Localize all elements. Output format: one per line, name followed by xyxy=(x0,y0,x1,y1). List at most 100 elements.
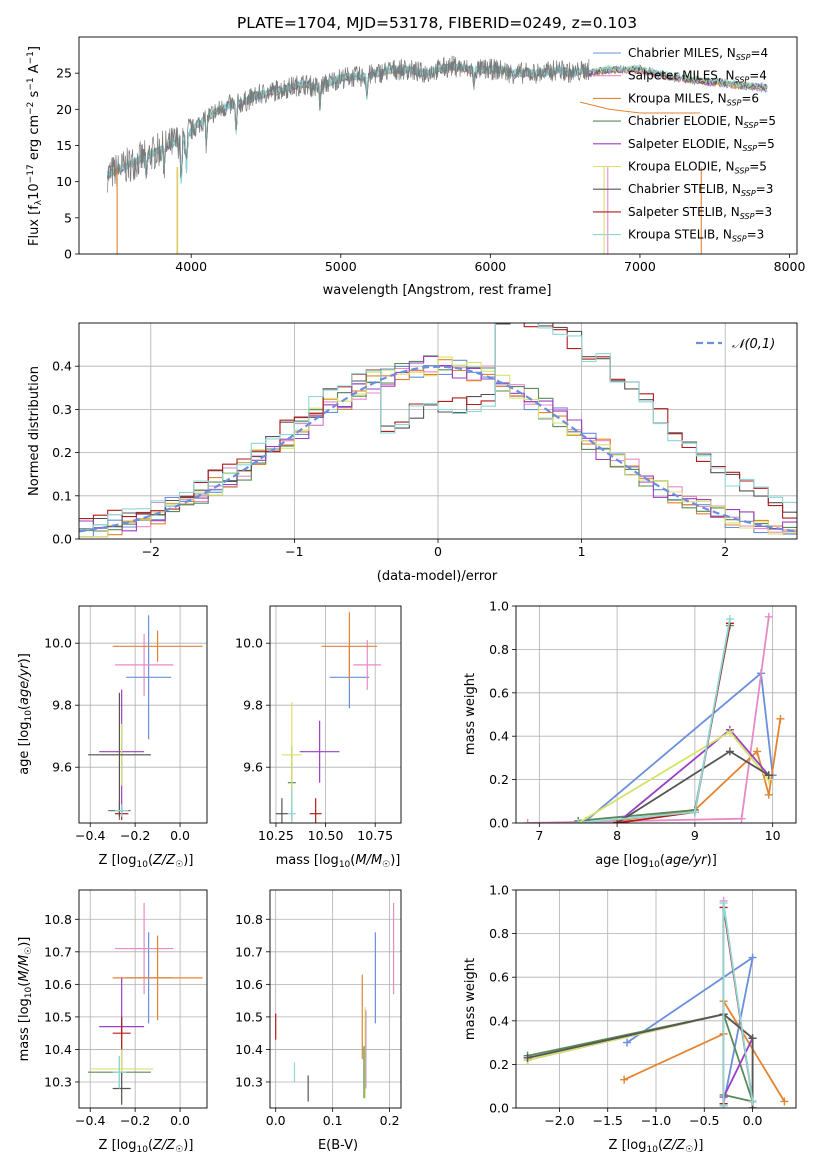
y-tick-label: 0.4 xyxy=(489,1013,509,1028)
weight-marker xyxy=(737,814,746,823)
y-axis-label: mass weight xyxy=(463,958,478,1040)
y-tick-label: 0.8 xyxy=(489,926,509,941)
spectrum-tail-line xyxy=(579,101,700,114)
y-tick-label: 0.8 xyxy=(489,642,509,657)
weight-marker xyxy=(725,615,734,624)
legend-entry: Chabrier ELODIE, NSSP=5 xyxy=(628,114,776,130)
y-tick-label: 0.2 xyxy=(489,772,509,787)
y-tick-label: 10.4 xyxy=(235,1042,263,1057)
y-axis-label: mass [log10(M/M☉)] xyxy=(17,937,34,1062)
weight-marker xyxy=(780,1097,789,1106)
x-tick-label: 9 xyxy=(691,828,699,843)
x-tick-label: 1 xyxy=(578,544,586,559)
x-tick-label: −2 xyxy=(142,544,160,559)
panel-weight-vs-age: 7 8 9 10 0.0 0.2 0.4 0.6 0.8 1.0 age [log10(age/yr… xyxy=(463,599,797,870)
weight-line xyxy=(527,616,770,823)
axes-frame xyxy=(515,889,797,1109)
panel-mass-vs-ebv: 0.0 0.1 0.2 10.3 10.4 10.5 10.6 10.7 10.8 E(B-V) xyxy=(235,889,402,1153)
y-tick-label: 9.6 xyxy=(52,760,72,775)
histogram-step xyxy=(79,323,797,531)
y-tick-label: 10.6 xyxy=(44,977,72,992)
histogram-step xyxy=(79,323,797,520)
x-tick-label: −0.5 xyxy=(689,1113,719,1128)
weight-marker xyxy=(620,1075,629,1084)
y-axis-label: Flux [fλ10−17 erg cm−2 s−1 A−1] xyxy=(26,46,44,246)
y-tick-label: 10.7 xyxy=(235,944,263,959)
x-tick-label: 0.1 xyxy=(323,1113,343,1128)
x-tick-label: −0.2 xyxy=(120,1113,150,1128)
x-axis-label: (data-model)/error xyxy=(377,569,498,584)
y-tick-label: 0.4 xyxy=(489,729,509,744)
y-tick-label: 1.0 xyxy=(489,883,509,898)
y-tick-label: 10.8 xyxy=(235,912,263,927)
y-tick-label: 0 xyxy=(64,247,72,262)
y-axis-label: Normed distribution xyxy=(27,366,42,496)
spectrum-data-line xyxy=(107,55,590,193)
x-tick-label: 4000 xyxy=(175,259,207,274)
x-axis-label: mass [log10(M/M☉)] xyxy=(276,853,401,870)
axes-frame xyxy=(78,322,798,540)
plot-area xyxy=(275,903,395,1102)
y-tick-label: 9.6 xyxy=(243,760,263,775)
x-tick-label: −0.4 xyxy=(75,828,105,843)
x-tick-label: 8000 xyxy=(774,259,806,274)
y-tick-label: 10.6 xyxy=(235,977,263,992)
y-tick-label: 10 xyxy=(56,174,72,189)
weight-marker xyxy=(764,612,773,621)
weight-marker xyxy=(725,747,734,756)
y-tick-label: 9.8 xyxy=(243,698,263,713)
weight-marker xyxy=(748,1097,757,1106)
weight-marker xyxy=(725,727,734,736)
x-tick-label: −2.0 xyxy=(544,1113,574,1128)
y-axis-label: mass weight xyxy=(463,673,478,755)
y-tick-label: 0.6 xyxy=(489,970,509,985)
x-tick-label: 10 xyxy=(765,828,781,843)
plot-area xyxy=(523,612,785,823)
panel-mass-vs-Z: −0.4 −0.2 0.0 10.3 10.4 10.5 10.6 10.7 10.8 Z [lo… xyxy=(17,889,208,1155)
x-axis-label: Z [log10(Z/Z☉)] xyxy=(99,853,194,870)
x-axis-label: Z [log10(Z/Z☉)] xyxy=(99,1138,194,1155)
y-tick-label: 10.5 xyxy=(44,1009,72,1024)
x-tick-label: 0.0 xyxy=(170,1113,190,1128)
x-tick-label: 0.0 xyxy=(170,828,190,843)
y-tick-label: 0.3 xyxy=(52,402,72,417)
x-tick-label: 0 xyxy=(434,544,442,559)
weight-marker xyxy=(776,714,785,723)
x-tick-label: 5000 xyxy=(325,259,357,274)
legend-entry: Chabrier STELIB, NSSP=3 xyxy=(628,182,773,198)
weight-marker xyxy=(748,1034,757,1043)
y-tick-label: 10.7 xyxy=(44,944,72,959)
x-axis-label: wavelength [Angstrom, rest frame] xyxy=(323,283,552,298)
x-tick-label: −1.0 xyxy=(641,1113,671,1128)
y-tick-label: 15 xyxy=(56,138,72,153)
axes-frame xyxy=(78,36,798,255)
y-tick-label: 10.3 xyxy=(44,1074,72,1089)
x-axis-label: age [log10(age/yr)] xyxy=(595,853,717,870)
weight-marker xyxy=(719,1101,728,1108)
y-tick-label: 20 xyxy=(56,102,72,117)
y-tick-label: 0.6 xyxy=(489,685,509,700)
weight-marker xyxy=(523,1053,532,1062)
x-tick-label: 10.75 xyxy=(357,828,393,843)
legend-entry: Salpeter ELODIE, NSSP=5 xyxy=(628,137,775,153)
y-tick-label: 25 xyxy=(56,66,72,81)
x-tick-label: 6000 xyxy=(474,259,506,274)
legend-entry: Kroupa ELODIE, NSSP=5 xyxy=(628,160,767,176)
panel-residuals: −2 −1 0 1 2 0.0 0.1 0.2 0.3 0.4 (data-model)/error… xyxy=(27,322,798,584)
y-tick-label: 10.4 xyxy=(44,1042,72,1057)
y-tick-label: 10.0 xyxy=(44,636,72,651)
weight-marker xyxy=(623,1038,632,1047)
x-tick-label: 10.25 xyxy=(258,828,294,843)
figure-title: PLATE=1704, MJD=53178, FIBERID=0249, z=0… xyxy=(237,14,637,32)
legend-entry: Kroupa STELIB, NSSP=3 xyxy=(628,228,764,244)
axes-frame xyxy=(78,889,208,1109)
axes-frame xyxy=(269,889,402,1109)
y-tick-label: 0.0 xyxy=(52,532,72,547)
weight-marker xyxy=(690,808,699,817)
legend-entry: Kroupa MILES, NSSP=6 xyxy=(628,91,759,107)
panel-spectrum: 4000 5000 6000 7000 8000 0 5 10 15 20 25 wavelength… xyxy=(26,36,806,298)
weight-line xyxy=(527,1013,754,1098)
plot-area xyxy=(87,903,203,1105)
y-tick-label: 10.3 xyxy=(235,1074,263,1089)
